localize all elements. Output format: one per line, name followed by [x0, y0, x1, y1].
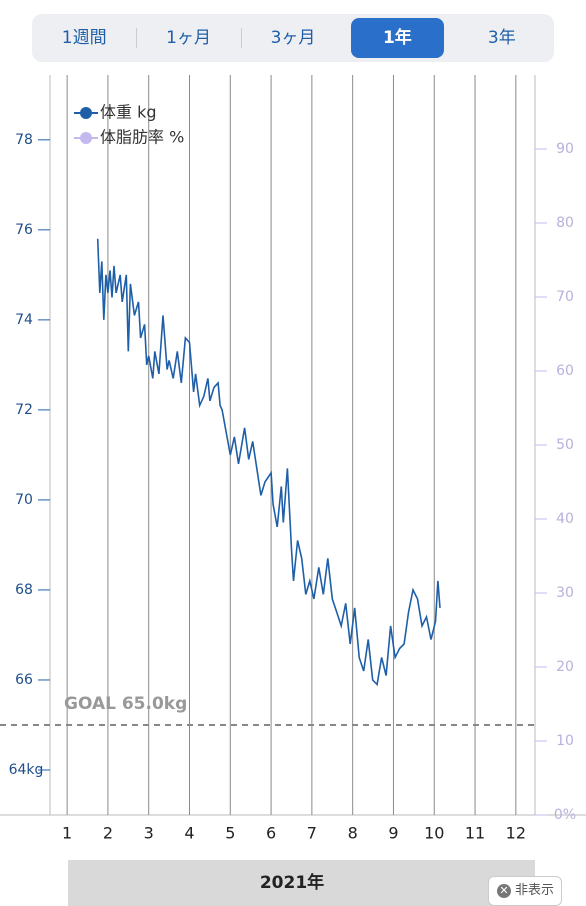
series-line	[96, 238, 441, 687]
y2-tick-label: 50	[556, 437, 574, 453]
period-tab[interactable]: 1ヶ月	[166, 28, 211, 48]
legend-label: 体重 kg	[100, 103, 157, 122]
period-tab[interactable]: 3年	[487, 28, 516, 48]
y-tick-label: 74	[15, 312, 33, 328]
x-axis-label: 2021年	[260, 872, 324, 893]
y-tick-label: 68	[15, 582, 33, 598]
hide-button[interactable]: ✕ 非表示	[488, 876, 562, 906]
x-tick-label: 12	[506, 824, 526, 843]
hide-label: 非表示	[515, 883, 555, 898]
y-tick-label: 76	[15, 222, 33, 238]
y-tick-label: 64kg	[9, 762, 44, 778]
y2-tick-label: 80	[556, 215, 574, 231]
tab-separator	[136, 28, 138, 48]
period-tab[interactable]: 1年	[351, 18, 444, 58]
x-tick-label: 1	[62, 824, 72, 843]
legend-marker	[80, 132, 92, 144]
x-tick-label: 3	[144, 824, 154, 843]
legend-label: 体脂肪率 %	[100, 128, 184, 147]
x-tick-label: 5	[225, 824, 235, 843]
y-tick-label: 66	[15, 672, 33, 688]
x-tick-label: 2	[103, 824, 113, 843]
x-tick-label: 11	[465, 824, 485, 843]
x-tick-label: 10	[424, 824, 444, 843]
x-tick-label: 7	[307, 824, 317, 843]
y-tick-label: 78	[15, 132, 33, 148]
y2-tick-label: 30	[556, 585, 574, 601]
y2-tick-label: 90	[556, 141, 574, 157]
x-tick-label: 8	[348, 824, 358, 843]
year-bar	[68, 860, 535, 906]
period-tabs: 1週間 1ヶ月 3ヶ月 1年 3年	[32, 14, 554, 62]
y2-tick-label: 70	[556, 289, 574, 305]
x-tick-label: 9	[388, 824, 398, 843]
legend-marker	[80, 107, 92, 119]
period-tab[interactable]: 1週間	[61, 28, 107, 48]
y-tick-label: 70	[15, 492, 33, 508]
tab-separator	[240, 28, 242, 48]
y2-tick-label: 0%	[554, 807, 576, 823]
chart-background	[0, 75, 586, 815]
y2-tick-label: 60	[556, 363, 574, 379]
period-tab[interactable]: 3ヶ月	[270, 28, 316, 48]
goal-label: GOAL 65.0kg	[64, 694, 187, 714]
close-icon: ✕	[497, 883, 511, 898]
y2-tick-label: 20	[556, 659, 574, 675]
y2-tick-label: 10	[556, 733, 574, 749]
y-tick-label: 72	[15, 402, 33, 418]
x-tick-label: 6	[266, 824, 276, 843]
x-tick-label: 4	[184, 824, 194, 843]
y2-tick-label: 40	[556, 511, 574, 527]
